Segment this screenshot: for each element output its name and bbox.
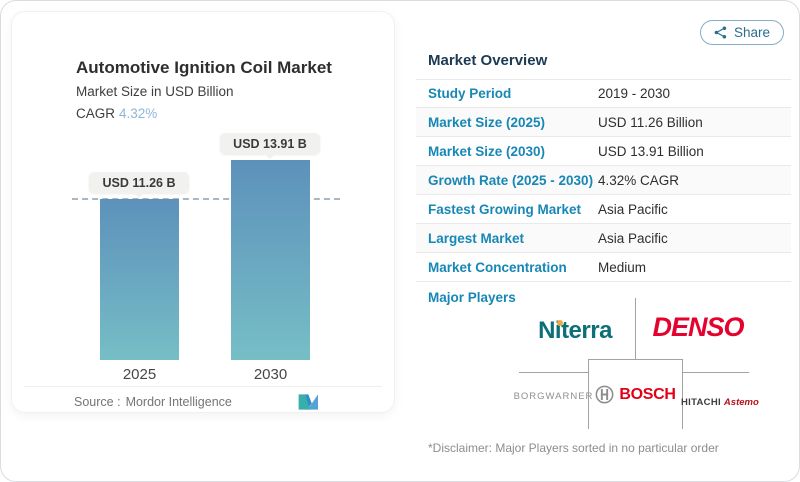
row-label: Largest Market: [428, 230, 525, 246]
share-button[interactable]: Share: [700, 20, 785, 45]
major-players-label: Major Players: [428, 290, 516, 305]
logo-grid-vertical-divider: [635, 298, 636, 359]
disclaimer-text: *Disclaimer: Major Players sorted in no …: [428, 441, 719, 455]
denso-logo: DENSO: [642, 301, 754, 353]
chart-subtitle: Market Size in USD Billion: [76, 84, 234, 99]
bosch-anchor-emblem-icon: [595, 385, 614, 404]
bar-value-label-2030: USD 13.91 B: [220, 133, 320, 159]
bar-value-label-2025: USD 11.26 B: [89, 172, 189, 198]
borgwarner-logo-text: BORGWARNER: [513, 391, 594, 402]
table-row: Market Size (2025) USD 11.26 Billion: [416, 108, 791, 137]
source-label: Source :: [74, 395, 121, 409]
table-row: Fastest Growing Market Asia Pacific: [416, 195, 791, 224]
row-value: 2019 - 2030: [598, 86, 671, 101]
row-value: 4.32% CAGR: [598, 172, 680, 188]
row-value: USD 11.26 Billion: [598, 114, 703, 130]
row-label: Market Size (2025): [428, 114, 546, 130]
share-nodes-icon: [714, 26, 727, 39]
row-label: Market Concentration: [428, 259, 567, 275]
table-row: Largest Market Asia Pacific: [416, 224, 791, 253]
row-label: Study Period: [428, 86, 512, 101]
x-axis-label-2025: 2025: [122, 366, 157, 383]
row-value: Asia Pacific: [598, 230, 668, 246]
logo-grid-right-divider: [683, 372, 749, 373]
bosch-logo: BOSCH: [588, 359, 683, 429]
source-row: Source : Mordor Intelligence: [74, 395, 232, 409]
row-label: Growth Rate (2025 - 2030): [428, 172, 594, 188]
denso-logo-text: DENSO: [652, 311, 744, 342]
share-button-label: Share: [734, 25, 771, 40]
cagr-value: 4.32%: [119, 106, 158, 121]
hitachi-logo-text: HITACHI: [681, 397, 721, 408]
overview-title: Market Overview: [428, 52, 548, 69]
logo-grid-left-divider: [519, 372, 588, 373]
astemo-logo-text: Astemo: [723, 397, 759, 408]
source-divider: [24, 386, 382, 387]
table-row: Study Period 2019 - 2030: [416, 79, 791, 108]
mordor-intelligence-logo-icon: [298, 394, 318, 410]
reference-dashed-line: [72, 198, 340, 200]
row-value: USD 13.91 Billion: [598, 143, 704, 159]
chart-cagr: CAGR 4.32%: [76, 106, 157, 121]
borgwarner-logo: BORGWARNER: [511, 391, 596, 402]
x-axis-label-2030: 2030: [253, 366, 288, 383]
chart-card: Automotive Ignition Coil Market Market S…: [11, 11, 395, 413]
bar-2030: [231, 160, 310, 360]
niterra-logo: Niterra: [516, 307, 634, 355]
chart-title: Automotive Ignition Coil Market: [76, 58, 332, 77]
bosch-logo-text: BOSCH: [619, 385, 676, 403]
bar-2025: [100, 199, 179, 360]
row-label: Market Size (2030): [428, 143, 546, 159]
row-value: Asia Pacific: [598, 201, 668, 217]
cagr-label: CAGR: [76, 106, 116, 121]
row-label: Fastest Growing Market: [428, 201, 582, 217]
row-value: Medium: [598, 259, 647, 275]
niterra-logo-text: Niterra: [538, 317, 612, 344]
table-row: Market Concentration Medium: [416, 253, 791, 282]
source-value: Mordor Intelligence: [125, 395, 232, 409]
market-overview-panel: Market Overview Study Period 2019 - 2030…: [416, 1, 792, 481]
table-row: Market Size (2030) USD 13.91 Billion: [416, 137, 791, 166]
table-row: Growth Rate (2025 - 2030) 4.32% CAGR: [416, 166, 791, 195]
hitachi-astemo-logo: HITACHI Astemo: [681, 392, 759, 410]
overview-table: Study Period 2019 - 2030 Market Size (20…: [416, 79, 791, 282]
